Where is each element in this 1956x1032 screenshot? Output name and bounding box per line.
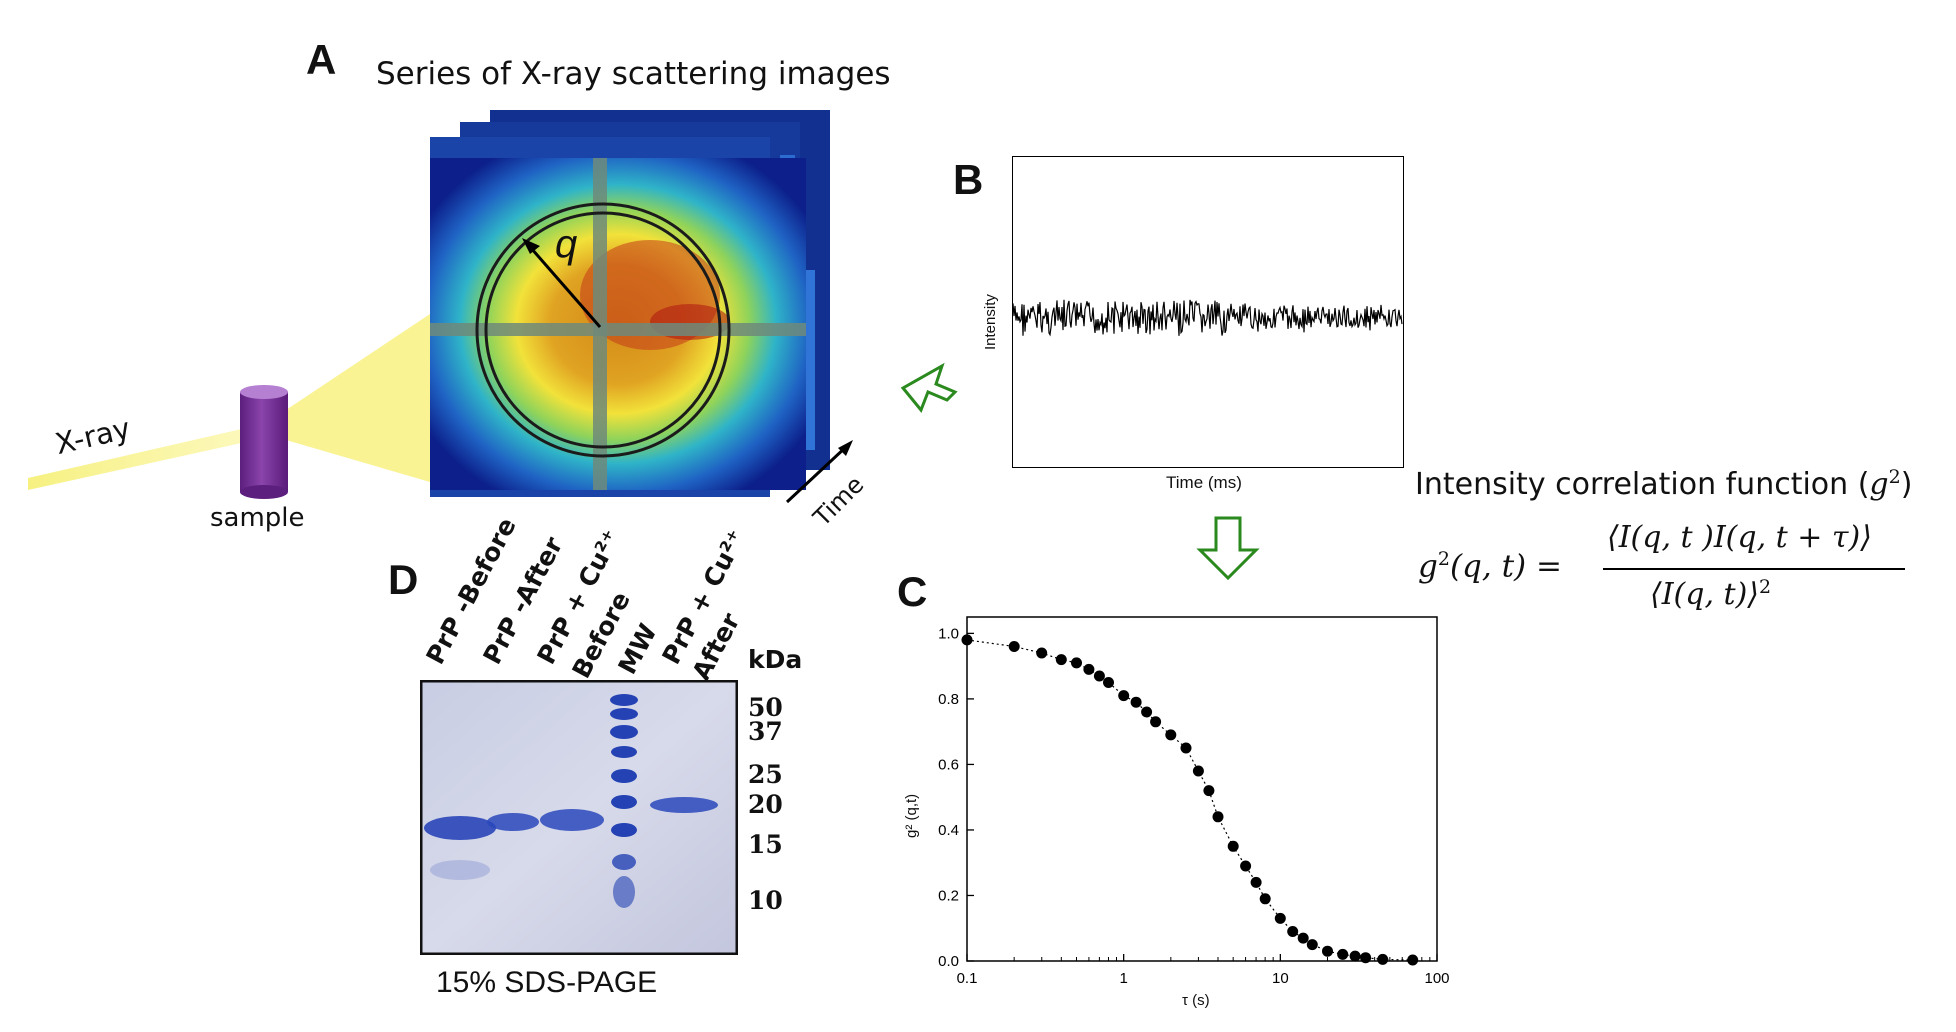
data-point (1180, 742, 1192, 754)
formula-denominator-sup: 2 (1759, 576, 1772, 598)
formula-fraction-bar (1603, 568, 1905, 570)
correlation-heading-text: Intensity correlation function ( (1415, 467, 1870, 502)
sample-cylinder (240, 385, 288, 499)
xray-beam-scattered (286, 314, 430, 482)
formula-denominator: ⟨I(q, t)⟩2 (1650, 576, 1771, 612)
q-label: q (555, 222, 578, 266)
data-point (1377, 953, 1389, 965)
gel-image (420, 680, 738, 955)
formula-denominator-text: ⟨I(q, t)⟩ (1650, 577, 1759, 612)
mw-marker-10: 10 (748, 886, 783, 915)
formula-lhs: g2(q, t) = (1418, 548, 1562, 584)
data-point (1118, 690, 1130, 702)
mw-marker-50: 50 (748, 693, 783, 722)
data-point (1297, 932, 1309, 944)
panel-a-title: Series of X-ray scattering images (376, 56, 891, 92)
data-point (1227, 840, 1239, 852)
mw-marker-37: 37 (748, 717, 783, 746)
panel-a-letter: A (306, 36, 337, 83)
data-point (1349, 950, 1361, 962)
xray-beam-incoming (28, 428, 246, 490)
y-tick-label: 0.4 (938, 822, 959, 839)
formula-lhs-sup: 2 (1437, 548, 1450, 570)
correlation-heading-var: g (1869, 467, 1889, 502)
data-point (1165, 729, 1177, 741)
time-arrow (785, 440, 853, 504)
sample-label: sample (210, 503, 305, 533)
data-point (1093, 670, 1105, 682)
y-tick-label: 1.0 (938, 625, 959, 642)
data-point (1407, 954, 1419, 966)
data-point (1212, 811, 1224, 823)
mw-marker-25: 25 (748, 760, 783, 789)
panel-c-xlabel: τ (s) (1182, 992, 1210, 1009)
mw-marker-15: 15 (748, 830, 783, 859)
intensity-trace-line (1012, 299, 1403, 337)
data-point (1203, 785, 1215, 797)
x-tick-label: 0.1 (957, 970, 978, 987)
intensity-trace (1012, 299, 1403, 337)
x-tick-label: 100 (1424, 970, 1449, 987)
data-point (1141, 706, 1153, 718)
data-point (1150, 716, 1162, 728)
y-tick-label: 0.8 (938, 691, 959, 708)
data-point (1337, 948, 1349, 960)
kda-label: kDa (748, 645, 803, 674)
panel-d-letter: D (388, 556, 419, 603)
plot-frame (966, 616, 1438, 962)
fit-line (966, 639, 1413, 961)
detector-image-front (430, 158, 806, 490)
gel-caption: 15% SDS-PAGE (436, 966, 658, 999)
data-point (1008, 641, 1020, 652)
correlation-heading: Intensity correlation function (g2) (1415, 466, 1912, 502)
data-point (1274, 912, 1286, 924)
panel-c-letter: C (897, 568, 928, 615)
formula-lhs-var: g (1418, 548, 1438, 585)
panel-b-letter: B (953, 156, 984, 203)
panel-c-ylabel: g² (q,t) (903, 793, 920, 838)
y-tick-label: 0.6 (938, 756, 959, 773)
data-point (1055, 654, 1067, 666)
data-point (1287, 926, 1299, 937)
data-point (1360, 952, 1372, 964)
data-point (1240, 860, 1252, 872)
formula-lhs-args: (q, t) = (1449, 548, 1562, 585)
arrow-b-to-c (1196, 516, 1260, 581)
y-tick-label: 0.2 (938, 887, 959, 904)
data-point (1103, 677, 1114, 688)
formula-numerator: ⟨I(q, t )I(q, t + τ)⟩ (1607, 520, 1872, 555)
data-point (1250, 876, 1262, 888)
arrow-a-to-b (900, 362, 958, 413)
mw-marker-20: 20 (748, 790, 783, 819)
data-point (1036, 647, 1048, 659)
data-point (1071, 657, 1082, 669)
panel-b-xlabel: Time (ms) (1166, 473, 1242, 492)
correlation-heading-close: ) (1900, 467, 1913, 502)
data-point (1130, 696, 1142, 708)
correlation-heading-sup: 2 (1888, 466, 1901, 488)
x-tick-label: 10 (1272, 970, 1289, 987)
y-tick-label: 0.0 (938, 953, 959, 970)
x-tick-label: 1 (1119, 970, 1127, 987)
data-point (1259, 893, 1271, 905)
data-point (1083, 663, 1095, 675)
data-point (1322, 945, 1333, 957)
data-point (1192, 765, 1204, 777)
data-point (1306, 939, 1318, 951)
data-point (961, 634, 973, 646)
